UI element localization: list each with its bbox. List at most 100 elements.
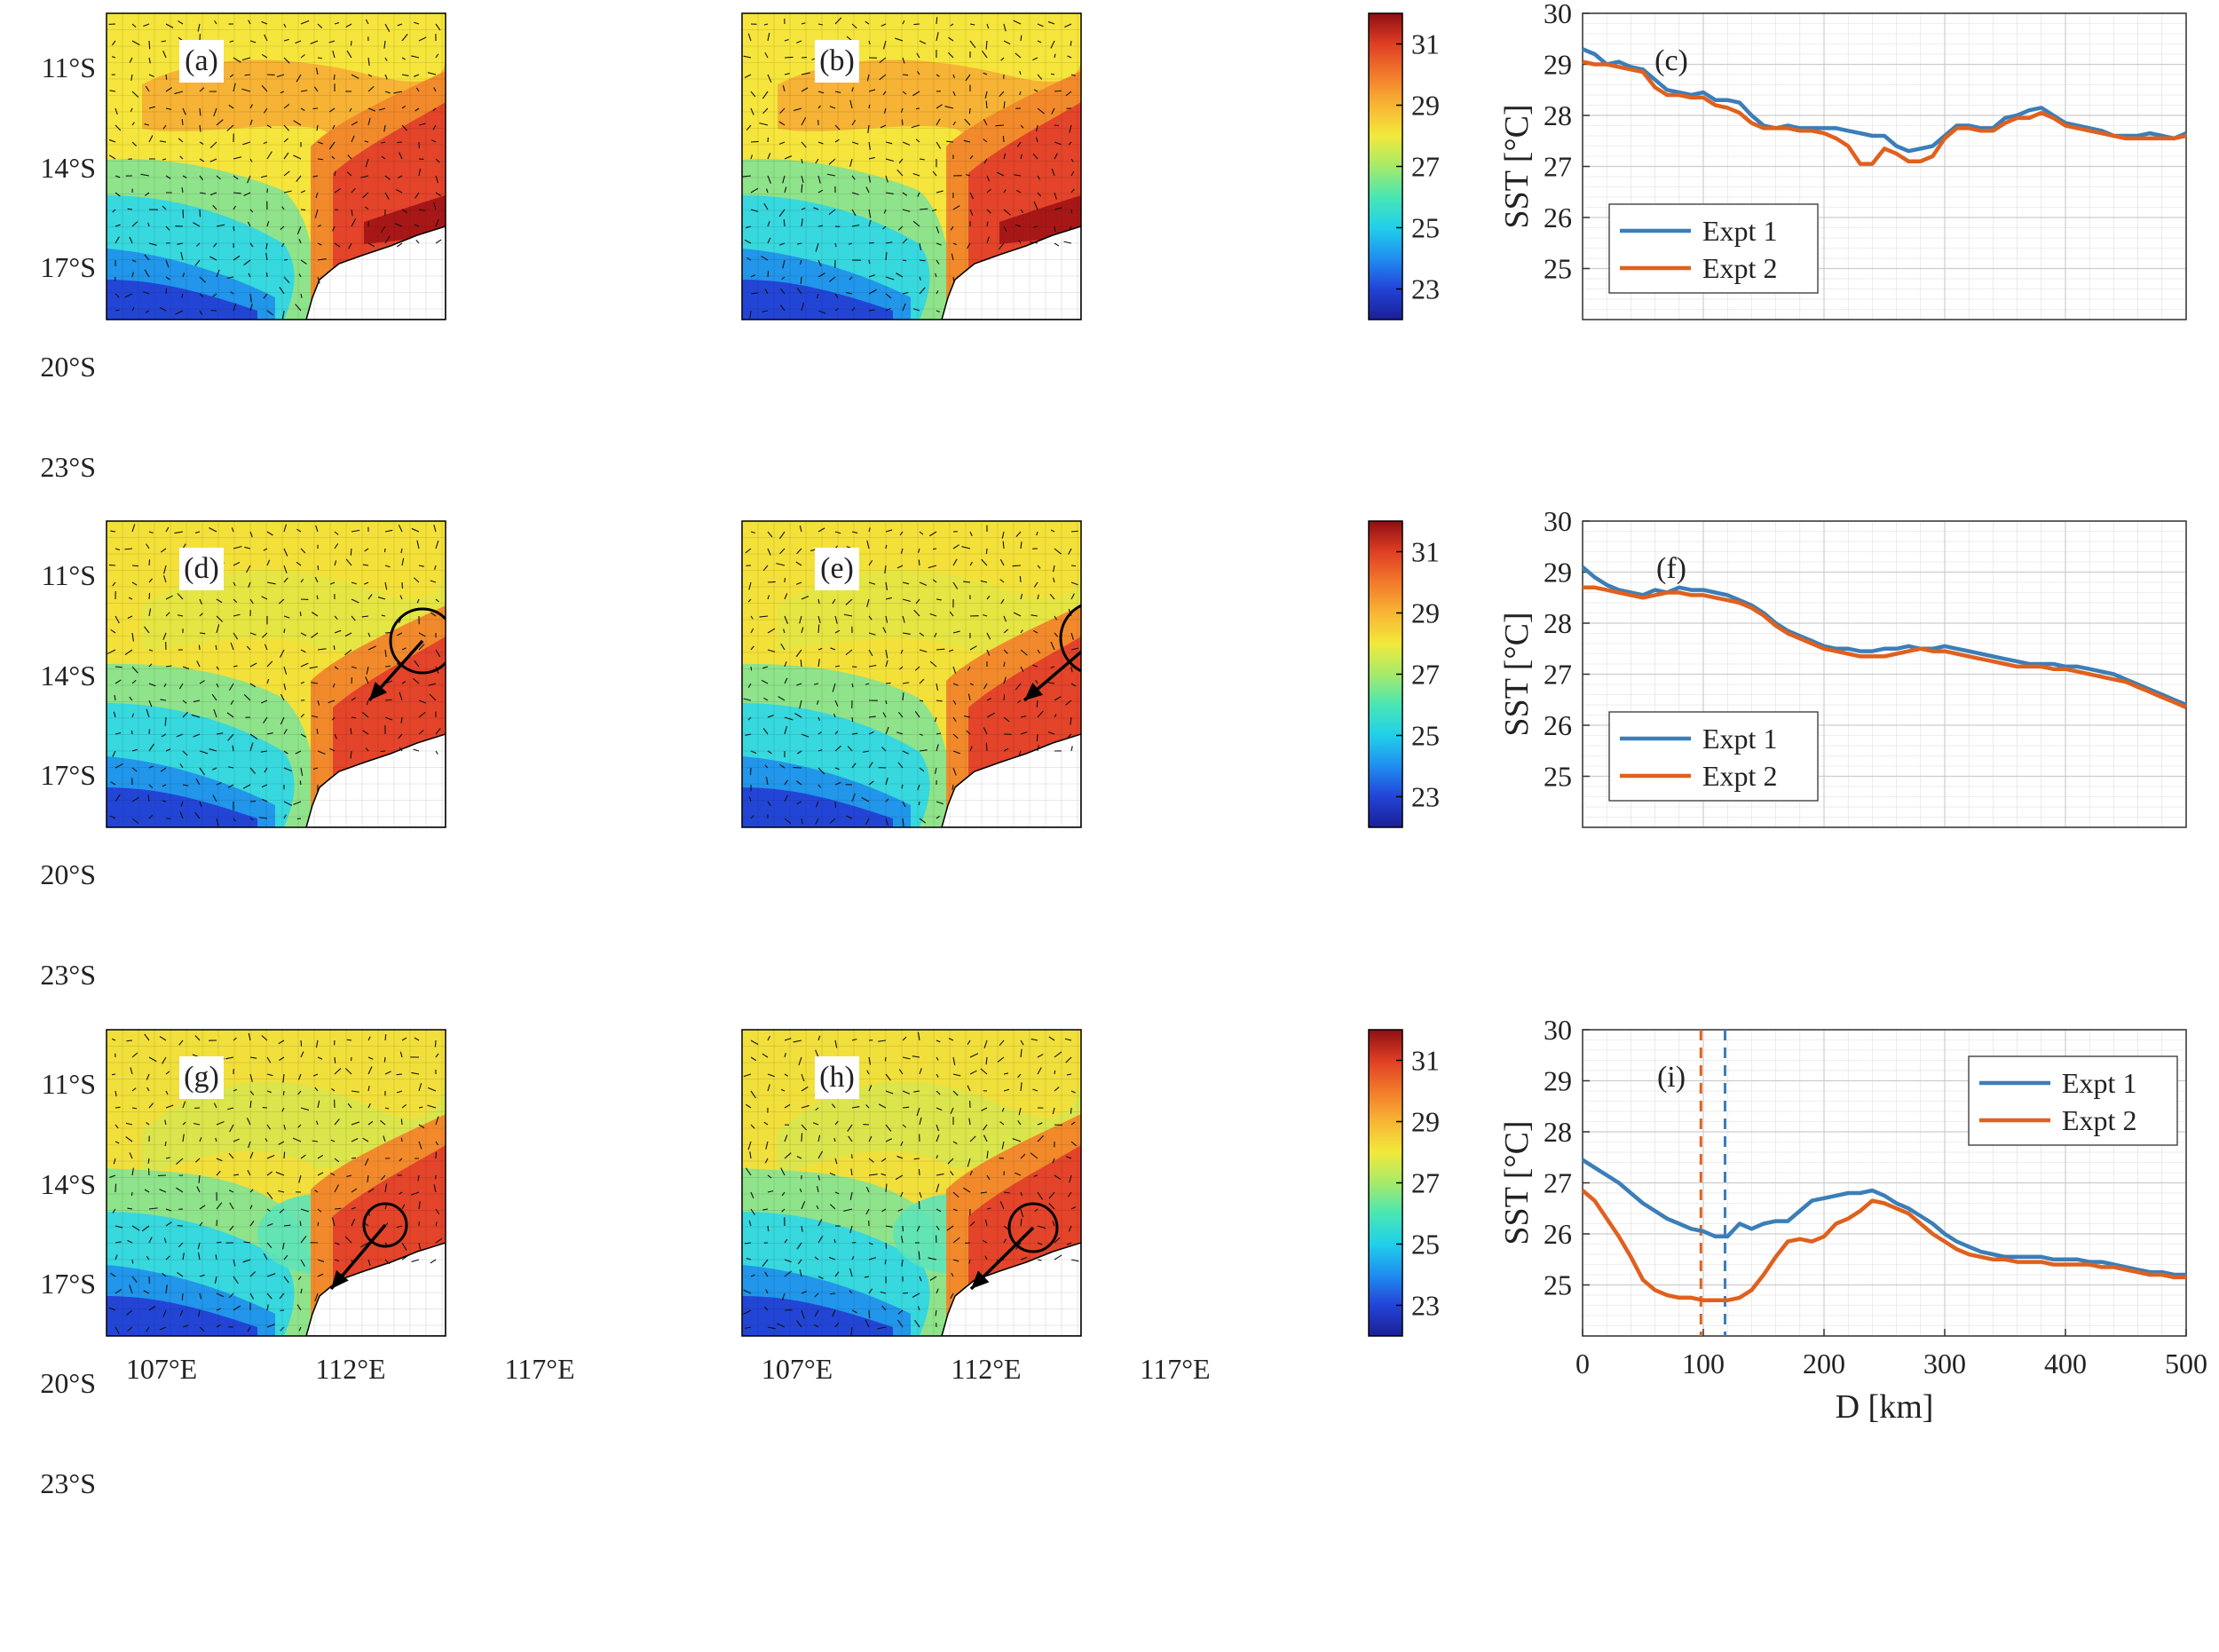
y-tick-label: 30 xyxy=(1544,505,1572,537)
map-panel: (e) xyxy=(742,521,1133,834)
current-vector xyxy=(266,273,267,277)
current-vector xyxy=(334,645,335,650)
lat-tick-label: 20°S xyxy=(40,351,96,383)
current-vector xyxy=(297,818,301,819)
colorbar-tick-label: 25 xyxy=(1411,1229,1440,1261)
y-tick-label: 26 xyxy=(1544,202,1572,233)
current-vector xyxy=(132,1260,133,1263)
current-vector xyxy=(1070,1108,1071,1114)
current-vector xyxy=(903,1292,908,1293)
legend-entry: Expt 1 xyxy=(1702,723,1777,755)
current-vector xyxy=(1051,74,1054,75)
current-vector xyxy=(335,1208,341,1209)
series-line-expt-2 xyxy=(1583,1190,2186,1300)
current-vector xyxy=(1020,576,1021,582)
current-vector xyxy=(149,593,150,599)
legend-entry: Expt 1 xyxy=(2062,1067,2136,1099)
current-vector xyxy=(182,1293,183,1300)
current-vector xyxy=(300,780,301,785)
current-vector xyxy=(334,75,335,80)
current-vector xyxy=(115,1107,120,1108)
current-vector xyxy=(233,226,234,231)
typhoon-track-arrow xyxy=(473,86,504,146)
colorbar-tick-label: 29 xyxy=(1411,1106,1440,1138)
current-vector xyxy=(384,549,385,552)
lat-tick-label: 17°S xyxy=(40,1268,96,1300)
colorbar-tick-label: 27 xyxy=(1411,151,1440,183)
current-vector xyxy=(919,1169,920,1175)
colorbar-tick-label: 27 xyxy=(1411,1167,1440,1199)
current-vector xyxy=(115,310,119,311)
typhoon-track-arrow xyxy=(1094,83,1149,148)
current-vector xyxy=(166,75,167,80)
map-panel: (d)11°S14°S17°S20°S23°S xyxy=(40,521,454,991)
lon-tick-label: 107°E xyxy=(126,1353,197,1385)
colorbar-tick-label: 31 xyxy=(1411,28,1440,60)
current-vector xyxy=(902,120,903,125)
current-vector xyxy=(986,743,987,751)
svg-text:(b): (b) xyxy=(819,44,855,77)
lat-tick-label: 11°S xyxy=(42,51,96,83)
current-vector xyxy=(886,545,887,549)
x-axis-label: D [km] xyxy=(1836,1388,1934,1426)
current-vector xyxy=(913,24,920,25)
lat-tick-label: 17°S xyxy=(40,251,96,283)
current-vector xyxy=(869,105,870,108)
colorbar-tick-label: 29 xyxy=(1411,90,1440,122)
current-vector xyxy=(919,1252,920,1260)
x-tick-label: 200 xyxy=(1803,1348,1845,1379)
y-axis-label: SST [°C] xyxy=(1498,612,1536,736)
current-vector xyxy=(1037,700,1038,707)
current-vector xyxy=(301,209,305,210)
current-vector xyxy=(1071,565,1076,566)
colorbar-tick-label: 23 xyxy=(1411,1290,1440,1322)
current-vector xyxy=(149,41,150,49)
arrow-head xyxy=(473,127,488,146)
lon-tick-label: 112°E xyxy=(315,1353,385,1385)
panel-label: (a) xyxy=(179,40,224,83)
current-vector xyxy=(751,667,752,670)
y-tick-label: 26 xyxy=(1544,709,1572,741)
y-tick-label: 28 xyxy=(1544,1116,1572,1148)
current-vector xyxy=(318,58,322,59)
current-vector xyxy=(886,1243,887,1249)
lat-tick-label: 23°S xyxy=(40,451,96,483)
panel-label: (e) xyxy=(815,548,859,590)
current-vector xyxy=(182,119,183,125)
y-axis-label: SST [°C] xyxy=(1498,1120,1536,1245)
map-panel: (a) 11°S 14°S 17°S 20°S 23°S xyxy=(40,13,540,483)
current-vector xyxy=(916,108,920,109)
y-tick-label: 27 xyxy=(1544,151,1572,183)
current-vector xyxy=(112,1074,115,1075)
current-vector xyxy=(914,1158,920,1159)
current-vector xyxy=(1054,1071,1055,1074)
current-vector xyxy=(385,1034,386,1040)
current-vector xyxy=(986,549,987,554)
current-vector xyxy=(963,581,970,582)
current-vector xyxy=(869,1310,870,1318)
current-vector xyxy=(885,1057,886,1061)
current-vector xyxy=(768,581,776,582)
map-panel: (b) xyxy=(742,13,1180,326)
current-vector xyxy=(300,612,301,616)
panel-label: (g) xyxy=(179,1056,224,1099)
eddy-circle xyxy=(1117,51,1180,114)
svg-text:(e): (e) xyxy=(820,552,854,585)
y-tick-label: 25 xyxy=(1544,761,1572,793)
eddy-circle xyxy=(469,51,540,122)
y-tick-label: 26 xyxy=(1544,1218,1572,1250)
lon-tick-label: 107°E xyxy=(762,1353,833,1385)
arrow-head xyxy=(1094,130,1112,148)
x-tick-label: 100 xyxy=(1682,1348,1725,1379)
current-vector xyxy=(131,731,132,734)
lon-tick-label: 112°E xyxy=(951,1353,1021,1385)
panel-label: (c) xyxy=(1654,44,1688,77)
lat-tick-label: 14°S xyxy=(40,152,96,184)
current-vector xyxy=(785,57,794,58)
current-vector xyxy=(885,1260,886,1264)
current-vector xyxy=(313,108,318,109)
